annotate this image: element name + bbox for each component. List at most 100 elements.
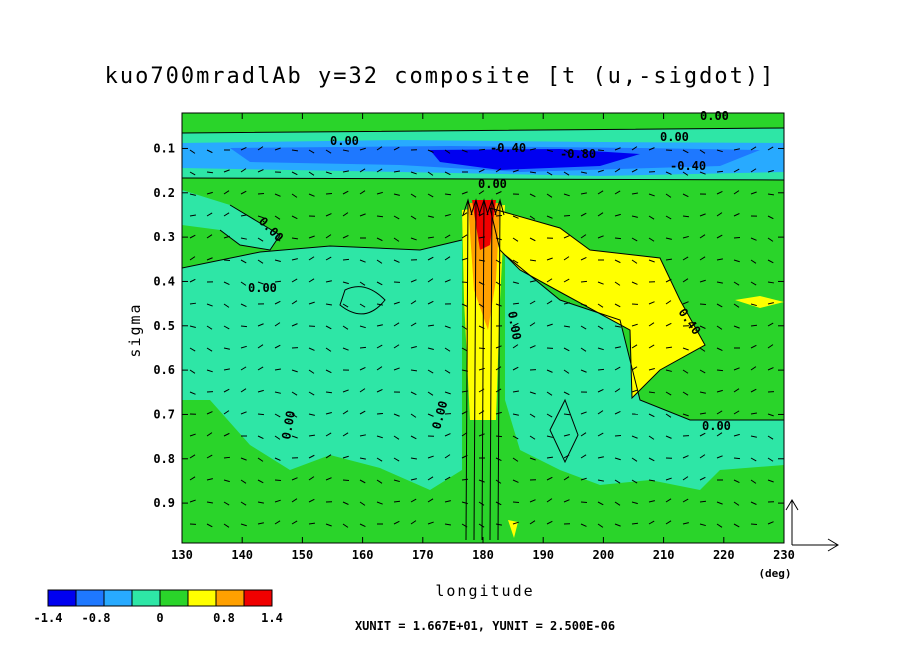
vector xyxy=(512,366,519,371)
vector xyxy=(495,523,502,526)
contour-label: 0.00 xyxy=(505,310,524,341)
colorbar-bin xyxy=(75,589,105,607)
vector xyxy=(444,500,451,503)
vector xyxy=(750,457,757,462)
vector xyxy=(274,520,281,525)
vector xyxy=(546,278,553,283)
vector xyxy=(376,146,383,151)
vector xyxy=(495,146,502,151)
vector xyxy=(325,149,332,154)
vector xyxy=(563,149,570,154)
vector xyxy=(257,344,264,349)
vector xyxy=(427,324,435,327)
vector xyxy=(444,347,451,352)
vector xyxy=(546,149,553,152)
vector xyxy=(512,457,519,462)
vector xyxy=(342,501,349,505)
vector xyxy=(240,259,247,264)
vector xyxy=(189,171,196,176)
contour-label: 0.00 xyxy=(478,177,507,191)
vector xyxy=(206,523,213,528)
colorbar-bin xyxy=(131,589,161,607)
vector xyxy=(189,347,196,352)
vector xyxy=(580,280,588,283)
vector xyxy=(665,322,672,327)
vector xyxy=(223,456,231,459)
vector xyxy=(597,235,604,239)
vector xyxy=(767,193,775,196)
vector xyxy=(546,369,553,373)
vector xyxy=(291,477,298,481)
vector xyxy=(223,235,230,239)
vector xyxy=(308,171,315,176)
vector xyxy=(631,259,638,264)
vector xyxy=(189,278,196,283)
vector xyxy=(648,147,655,151)
vector xyxy=(512,344,519,349)
vector xyxy=(597,501,604,506)
vector xyxy=(342,389,349,393)
vector xyxy=(529,237,536,242)
vector xyxy=(291,435,298,439)
vector xyxy=(206,325,213,330)
vector xyxy=(699,213,706,217)
vector xyxy=(325,454,332,459)
vector xyxy=(462,198,473,541)
vector xyxy=(410,413,417,418)
vector xyxy=(716,149,723,153)
vector xyxy=(665,477,672,481)
vector xyxy=(614,411,621,415)
vector xyxy=(427,149,434,153)
vector xyxy=(597,389,604,393)
vector xyxy=(750,412,757,415)
vector xyxy=(597,410,604,415)
colorbar-tick-label: -1.4 xyxy=(34,611,63,625)
vector xyxy=(393,413,400,417)
colorbar-bin xyxy=(159,589,189,607)
vector xyxy=(359,434,366,437)
vector xyxy=(359,303,366,308)
vector xyxy=(342,212,349,217)
vector xyxy=(257,479,264,484)
colorbar-tick-label: 0 xyxy=(156,611,163,625)
vector xyxy=(206,411,213,415)
vector xyxy=(682,455,689,459)
vector xyxy=(308,522,316,525)
vector xyxy=(308,413,315,416)
vector xyxy=(291,278,298,283)
vector xyxy=(529,499,536,503)
x-tick-label: 220 xyxy=(713,548,735,562)
vector xyxy=(563,434,570,437)
vector xyxy=(223,410,230,415)
vector xyxy=(716,170,724,173)
vector xyxy=(376,324,383,327)
vector xyxy=(257,413,265,416)
vector xyxy=(716,281,723,284)
vector xyxy=(325,280,332,283)
vector xyxy=(716,523,723,528)
vector xyxy=(189,369,196,374)
vector xyxy=(376,215,384,218)
vector xyxy=(461,281,469,284)
vector xyxy=(614,237,622,240)
y-tick-label: 0.4 xyxy=(153,274,175,288)
vector xyxy=(597,479,604,482)
vector xyxy=(223,303,230,308)
vector xyxy=(376,435,383,439)
vector xyxy=(240,411,247,415)
vector xyxy=(716,234,723,239)
contour-label: 0.00 xyxy=(330,134,359,148)
x-tick-label: 190 xyxy=(532,548,554,562)
vector xyxy=(240,345,247,349)
vector xyxy=(308,391,315,396)
vector xyxy=(546,391,553,396)
vector xyxy=(342,523,349,528)
vector xyxy=(733,213,740,217)
vector xyxy=(495,168,502,173)
vector xyxy=(393,479,400,483)
vector xyxy=(580,432,587,437)
vector xyxy=(546,498,553,503)
vector xyxy=(614,366,621,371)
vector xyxy=(478,190,485,195)
vector xyxy=(461,257,468,261)
